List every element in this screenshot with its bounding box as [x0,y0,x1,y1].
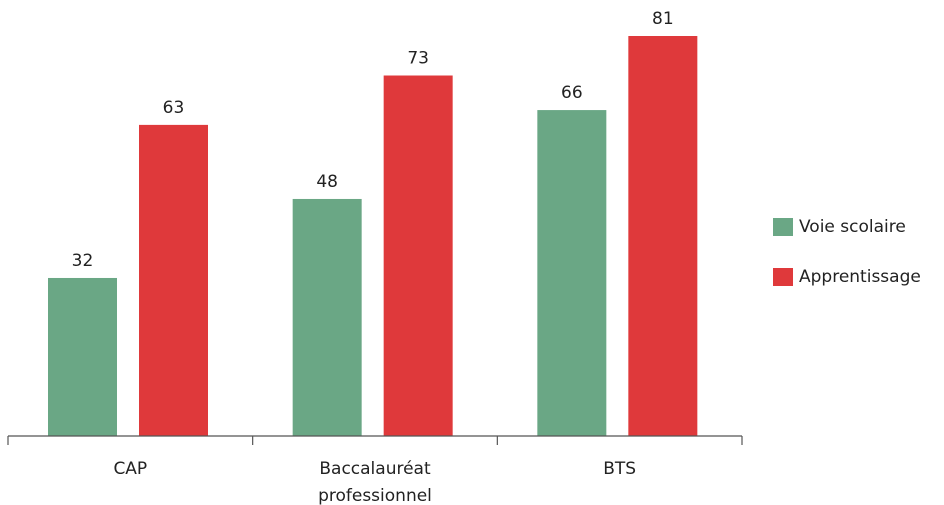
bar-voie-scolaire-2 [537,110,607,437]
bar-apprentissage-1 [383,75,453,437]
legend-swatch-apprentissage [773,268,793,286]
bar-voie-scolaire-1 [292,198,362,436]
data-label-apprentissage-2: 81 [652,9,674,29]
chart-legend: Voie scolaire Apprentissage [773,214,921,314]
legend-item-voie-scolaire: Voie scolaire [773,214,921,240]
data-label-apprentissage-0: 63 [163,98,185,118]
data-label-voie-scolaire-0: 32 [72,251,94,271]
category-label-1-0: Baccalauréat [319,459,431,479]
bar-apprentissage-2 [628,36,698,436]
category-label-0-0: CAP [113,459,147,479]
legend-label-apprentissage: Apprentissage [799,267,921,287]
category-label-1-1: professionnel [318,486,432,505]
category-label-2-0: BTS [603,459,636,479]
bar-voie-scolaire-0 [48,277,117,436]
data-label-voie-scolaire-1: 48 [316,172,338,192]
legend-swatch-voie-scolaire [773,218,793,236]
legend-label-voie-scolaire: Voie scolaire [799,217,906,237]
legend-item-apprentissage: Apprentissage [773,264,921,290]
bar-apprentissage-0 [139,124,208,436]
data-label-voie-scolaire-2: 66 [561,83,583,103]
data-label-apprentissage-1: 73 [407,49,429,69]
